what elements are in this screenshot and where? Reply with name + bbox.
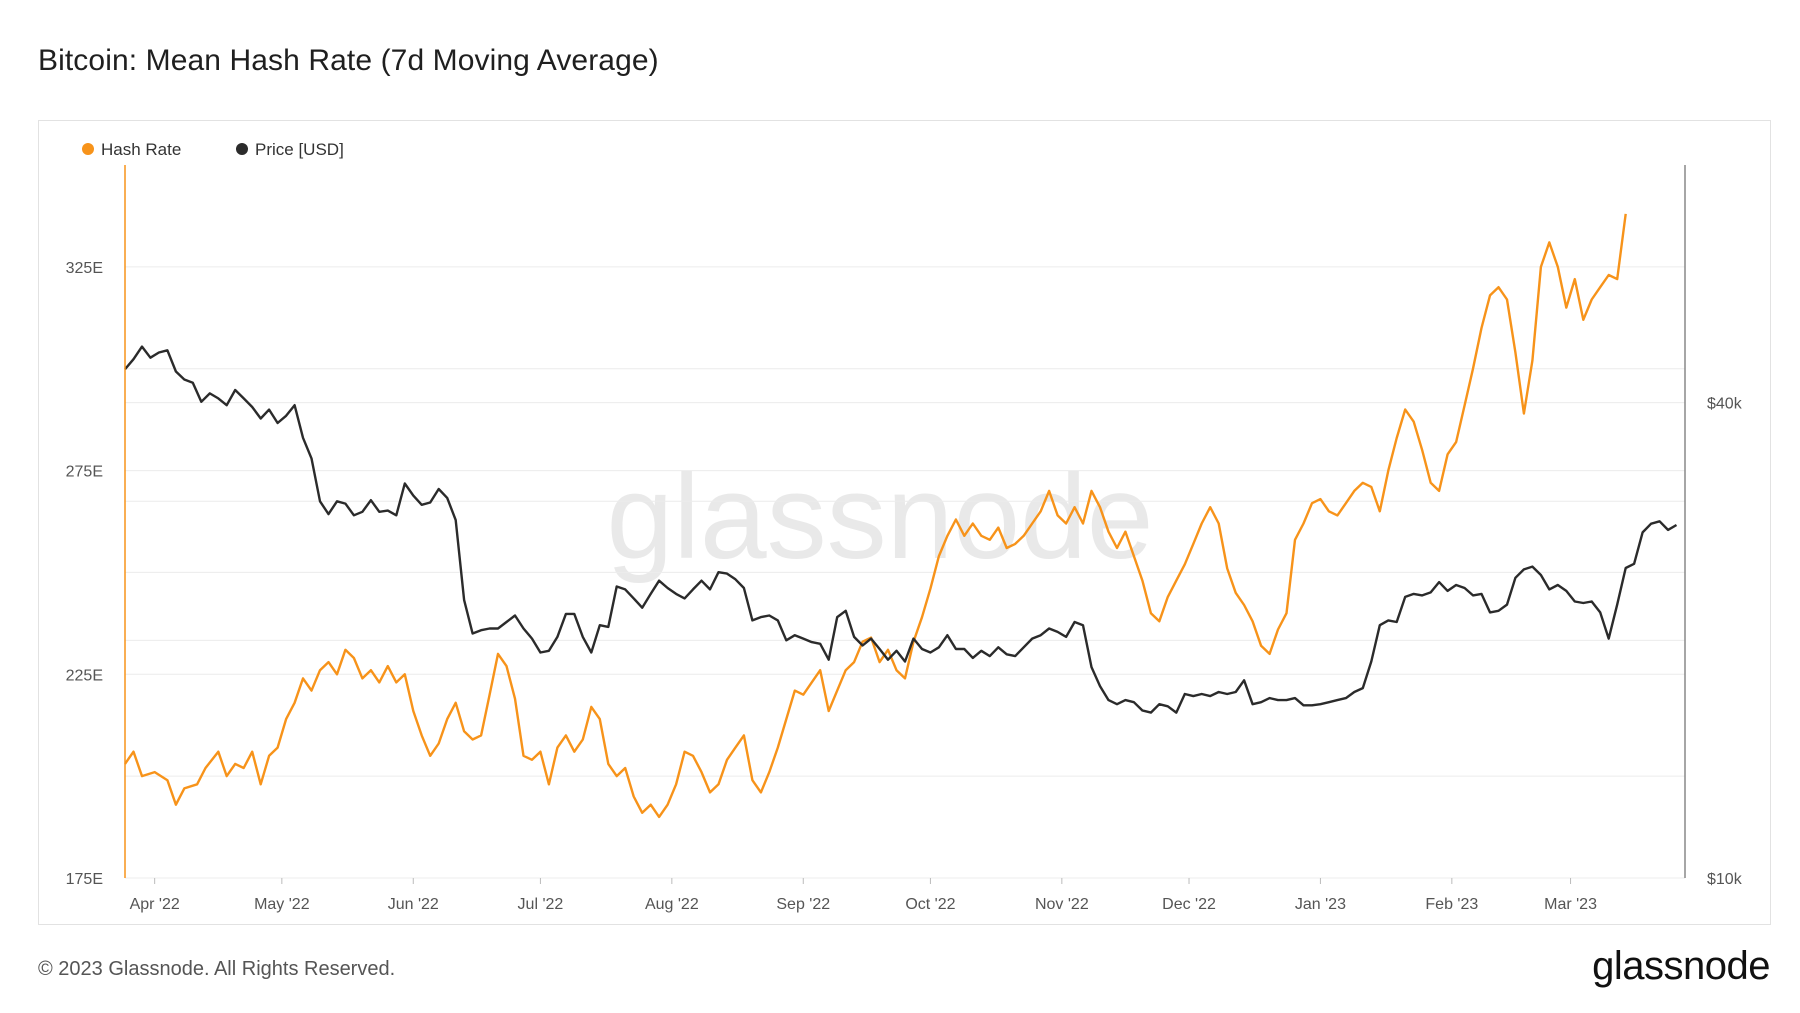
legend-hash-rate-dot	[82, 143, 94, 155]
right-axis-tick-label: $10k	[1707, 871, 1743, 888]
x-axis-tick-label: Oct '22	[905, 896, 955, 913]
right-axis-tick-label: $40k	[1707, 396, 1743, 413]
x-axis-tick-label: Aug '22	[645, 896, 699, 913]
x-axis-tick-label: Jul '22	[518, 896, 564, 913]
legend: Hash Rate Price [USD]	[82, 140, 344, 159]
x-axis-tick-label: Apr '22	[130, 896, 180, 913]
watermark-text: glassnode	[606, 450, 1153, 584]
grid-lines	[125, 266, 1685, 879]
left-axis-tick-label: 275E	[66, 464, 103, 481]
x-axis-tick-label: Feb '23	[1425, 896, 1478, 913]
x-axis-tick-label: May '22	[254, 896, 310, 913]
legend-hash-rate-label: Hash Rate	[101, 140, 181, 159]
left-axis-tick-label: 175E	[66, 871, 103, 888]
left-axis-tick-label: 225E	[66, 667, 103, 684]
x-axis-ticks: Apr '22 May '22 Jun '22 Jul '22 Aug '22 Sep '…	[130, 878, 1597, 913]
left-axis-tick-label: 325E	[66, 260, 103, 277]
x-axis-tick-label: Mar '23	[1544, 896, 1597, 913]
price-line	[124, 345, 1678, 714]
x-axis-tick-label: Sep '22	[776, 896, 830, 913]
legend-item-price[interactable]: Price [USD]	[236, 140, 344, 159]
x-axis-tick-label: Dec '22	[1162, 896, 1216, 913]
legend-item-hash-rate[interactable]: Hash Rate	[82, 140, 181, 159]
right-axis-ticks: $10k $40k	[1707, 396, 1743, 888]
x-axis-tick-label: Jan '23	[1295, 896, 1346, 913]
left-axis-ticks: 175E 225E 275E 325E	[66, 260, 103, 888]
brand-logo[interactable]: glassnode	[1592, 944, 1770, 988]
x-axis-tick-label: Jun '22	[388, 896, 439, 913]
x-axis-tick-label: Nov '22	[1035, 896, 1089, 913]
legend-price-dot	[236, 143, 248, 155]
chart-title: Bitcoin: Mean Hash Rate (7d Moving Avera…	[38, 44, 659, 77]
chart-frame	[38, 120, 1771, 925]
copyright-footer: © 2023 Glassnode. All Rights Reserved.	[38, 958, 396, 980]
legend-price-label: Price [USD]	[255, 140, 344, 159]
